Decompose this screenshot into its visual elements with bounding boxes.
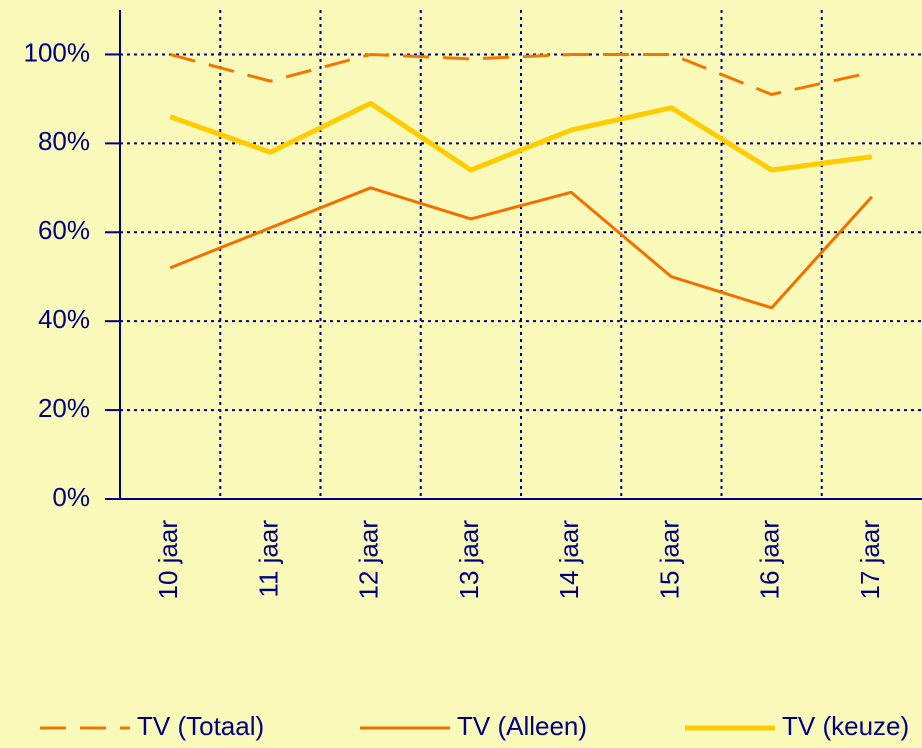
- x-tick-label: 13 jaar: [454, 520, 484, 600]
- x-tick-label: 15 jaar: [654, 520, 684, 600]
- y-tick-label: 40%: [38, 304, 90, 334]
- x-tick-label: 16 jaar: [755, 520, 785, 600]
- legend-label: TV (Totaal): [137, 711, 264, 741]
- series-line: [169, 100, 873, 173]
- y-tick-label: 100%: [24, 37, 91, 67]
- x-tick-label: 17 jaar: [855, 520, 885, 600]
- y-tick-label: 20%: [38, 393, 90, 423]
- x-tick-label: 12 jaar: [354, 520, 384, 600]
- x-tick-label: 14 jaar: [554, 520, 584, 600]
- y-tick-label: 60%: [38, 215, 90, 245]
- series-line: [169, 52, 873, 96]
- x-tick-label: 10 jaar: [153, 520, 183, 600]
- y-tick-label: 80%: [38, 126, 90, 156]
- legend-label: TV (keuze): [782, 711, 909, 741]
- series-line: [169, 186, 873, 310]
- x-tick-label: 11 jaar: [253, 520, 283, 598]
- legend-label: TV (Alleen): [457, 711, 587, 741]
- y-tick-label: 0%: [52, 482, 90, 512]
